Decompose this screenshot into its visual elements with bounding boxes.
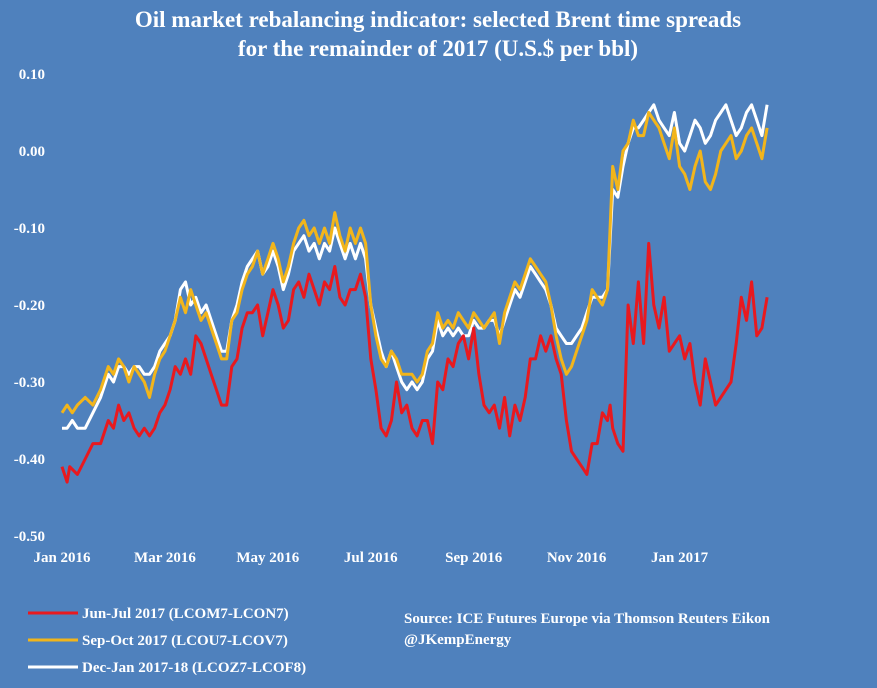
x-tick-label: Jul 2016	[344, 550, 398, 566]
series-line-0	[60, 241, 769, 484]
y-tick-label: 0.10	[19, 67, 45, 83]
legend-item-dec-jan: Dec-Jan 2017-18 (LCOZ7-LCOF8)	[28, 660, 306, 676]
legend: Jun-Jul 2017 (LCOM7-LCON7) Sep-Oct 2017 …	[28, 606, 306, 676]
y-tick-label: -0.30	[14, 375, 45, 391]
x-tick-label: Jan 2016	[33, 550, 91, 566]
y-tick-label: -0.40	[14, 452, 45, 468]
legend-item-sep-oct: Sep-Oct 2017 (LCOU7-LCOV7)	[28, 633, 288, 649]
x-tick-label: May 2016	[236, 550, 299, 566]
source-note: Source: ICE Futures Europe via Thomson R…	[404, 611, 771, 627]
x-tick-label: Jan 2017	[651, 550, 709, 566]
legend-label-jun-jul: Jun-Jul 2017 (LCOM7-LCON7)	[82, 606, 289, 622]
x-axis-ticks: Jan 2016 Mar 2016 May 2016 Jul 2016 Sep 2016…	[33, 550, 708, 566]
x-tick-label: Nov 2016	[547, 550, 607, 566]
y-axis-ticks: 0.10 0.00 -0.10 -0.20 -0.30 -0.40 -0.50	[14, 67, 45, 545]
series-line-2	[62, 103, 769, 430]
author-handle: @JKempEnergy	[404, 632, 512, 648]
series-lines	[60, 103, 769, 484]
chart-title: Oil market rebalancing indicator: select…	[135, 7, 741, 32]
y-tick-label: -0.50	[14, 529, 45, 545]
legend-item-jun-jul: Jun-Jul 2017 (LCOM7-LCON7)	[28, 606, 289, 622]
legend-label-sep-oct: Sep-Oct 2017 (LCOU7-LCOV7)	[82, 633, 288, 649]
chart-subtitle: for the remainder of 2017 (U.S.$ per bbl…	[238, 36, 638, 61]
x-tick-label: Sep 2016	[445, 550, 503, 566]
y-tick-label: -0.20	[14, 298, 45, 314]
x-tick-label: Mar 2016	[134, 550, 196, 566]
legend-label-dec-jan: Dec-Jan 2017-18 (LCOZ7-LCOF8)	[82, 660, 306, 676]
y-tick-label: -0.10	[14, 221, 45, 237]
series-line-1	[60, 111, 769, 415]
y-tick-label: 0.00	[19, 144, 45, 160]
